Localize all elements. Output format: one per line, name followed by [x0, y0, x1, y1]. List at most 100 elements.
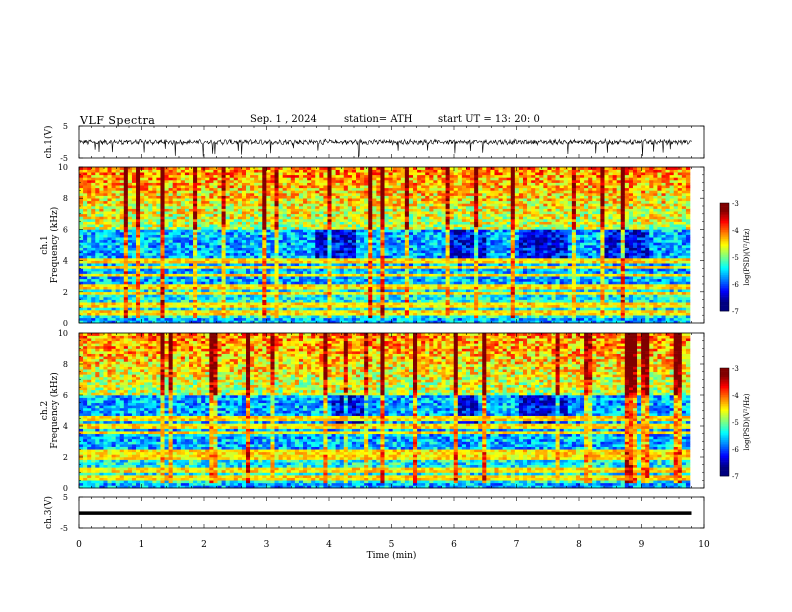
ch1-heatmap-cell — [307, 206, 312, 209]
ch1-heatmap-cell — [250, 177, 255, 181]
ch1-heatmap-cell — [201, 195, 206, 199]
ch1-heatmap-cell — [209, 219, 214, 222]
ch1-heatmap-cell — [221, 276, 226, 280]
ch1-heatmap-cell — [131, 302, 137, 306]
ch1-heatmap-cell — [152, 255, 157, 259]
ch1-heatmap-cell — [376, 190, 381, 194]
ch1-heatmap-cell — [107, 219, 112, 222]
ch1-heatmap-cell — [315, 260, 320, 264]
ch1-heatmap-cell — [180, 258, 186, 261]
ch1-heatmap-cell — [404, 289, 410, 293]
ch1-heatmap-cell — [79, 177, 84, 181]
ch1-heatmap-cell — [307, 263, 312, 267]
ch1-heatmap-cell — [360, 206, 365, 209]
ch1-heatmap-cell — [237, 242, 243, 246]
ch1-heatmap-cell — [99, 180, 104, 183]
ch1-heatmap-cell — [278, 200, 283, 204]
ch1-heatmap-cell — [176, 187, 182, 191]
ch1-heatmap-cell — [307, 255, 312, 259]
ch1-heatmap-cell — [274, 200, 279, 204]
ch1-heatmap-cell — [201, 250, 206, 254]
ch1-heatmap-cell — [384, 208, 389, 212]
ch1-heatmap-cell — [282, 226, 288, 230]
ch1-heatmap-cell — [176, 273, 182, 277]
ch1-heatmap-cell — [323, 206, 328, 209]
ch1-heatmap-cell — [282, 320, 288, 324]
ch1-heatmap-cell — [79, 190, 84, 194]
ch1-heatmap-cell — [197, 258, 202, 261]
ch1-heatmap-cell — [127, 234, 133, 238]
ch1-heatmap-cell — [201, 273, 206, 277]
ch1-heatmap-cell — [188, 187, 194, 191]
ch1-heatmap-cell — [294, 193, 300, 196]
ch1-heatmap-cell — [188, 273, 194, 277]
ch1-heatmap-cell — [282, 273, 288, 277]
ch1-heatmap-cell — [229, 260, 235, 264]
ch1-heatmap-cell — [83, 224, 88, 228]
ch1-heatmap-cell — [140, 273, 145, 277]
ch1-heatmap-cell — [127, 315, 133, 319]
ch1-heatmap-cell — [380, 297, 385, 300]
ch1-heatmap-cell — [172, 206, 178, 209]
ch1-heatmap-cell — [188, 310, 194, 313]
ch1-heatmap-cell — [298, 195, 304, 199]
ch1-heatmap-cell — [213, 302, 218, 306]
ch1-heatmap-cell — [384, 198, 389, 202]
ch1-heatmap-cell — [144, 216, 149, 220]
ch1-heatmap-cell — [331, 229, 336, 233]
ch1-heatmap-cell — [262, 299, 267, 303]
ch1-heatmap-cell — [148, 284, 153, 287]
ch1-heatmap-cell — [246, 213, 251, 217]
ch1-heatmap-cell — [290, 263, 296, 267]
ch1-heatmap-cell — [95, 221, 100, 225]
ch1-heatmap-cell — [123, 255, 129, 259]
ch1-heatmap-cell — [311, 271, 316, 274]
ch1-heatmap-cell — [335, 255, 340, 259]
ch1-heatmap-cell — [392, 203, 398, 207]
ch1-heatmap-cell — [250, 234, 255, 238]
ch1-heatmap-cell — [311, 229, 316, 233]
ch1-heatmap-cell — [127, 276, 133, 280]
ch1-heatmap-cell — [127, 304, 133, 308]
ch1-heatmap-cell — [233, 211, 239, 215]
ch1-heatmap-cell — [201, 229, 206, 233]
ch1-heatmap-cell — [380, 245, 385, 248]
ch1-heatmap-cell — [311, 182, 316, 186]
ch1-heatmap-cell — [83, 198, 88, 202]
ch1-heatmap-cell — [286, 271, 292, 274]
ch1-heatmap-cell — [156, 284, 161, 287]
ch1-heatmap-cell — [115, 242, 121, 246]
ch1-heatmap-cell — [103, 317, 108, 321]
ch1-heatmap-cell — [351, 260, 357, 264]
ch1-heatmap-cell — [148, 219, 153, 222]
ch1-heatmap-cell — [262, 320, 267, 324]
ch1-heatmap-cell — [83, 187, 88, 191]
ch1-heatmap-cell — [364, 304, 369, 308]
ch1-heatmap-cell — [123, 206, 129, 209]
ch1-heatmap-cell — [278, 320, 283, 324]
ch1-heatmap-cell — [107, 190, 112, 194]
ch1-heatmap-cell — [311, 250, 316, 254]
ch1-heatmap-cell — [384, 206, 389, 209]
ch1-heatmap-cell — [254, 294, 259, 298]
ch1-heatmap-cell — [241, 320, 247, 324]
ch1-heatmap-cell — [172, 237, 178, 241]
ch1-heatmap-cell — [290, 174, 296, 178]
ch1-heatmap-cell — [327, 203, 332, 207]
ch1-heatmap-cell — [404, 265, 410, 269]
ch1-heatmap-cell — [127, 229, 133, 233]
ch1-heatmap-cell — [83, 263, 88, 267]
ch1-heatmap-cell — [193, 258, 198, 261]
ch1-heatmap-cell — [140, 271, 145, 274]
ch1-heatmap-cell — [213, 232, 218, 235]
ch1-heatmap-cell — [156, 268, 161, 272]
ch1-heatmap-cell — [380, 281, 385, 285]
ch1-heatmap-cell — [217, 276, 222, 280]
ch1-heatmap-cell — [241, 289, 247, 293]
ch1-heatmap-cell — [290, 307, 296, 311]
ch1-heatmap-cell — [294, 167, 300, 170]
ch1-heatmap-cell — [136, 258, 141, 261]
ch1-heatmap-cell — [115, 232, 121, 235]
ch1-heatmap-cell — [87, 260, 92, 264]
ch1-heatmap-cell — [156, 182, 161, 186]
